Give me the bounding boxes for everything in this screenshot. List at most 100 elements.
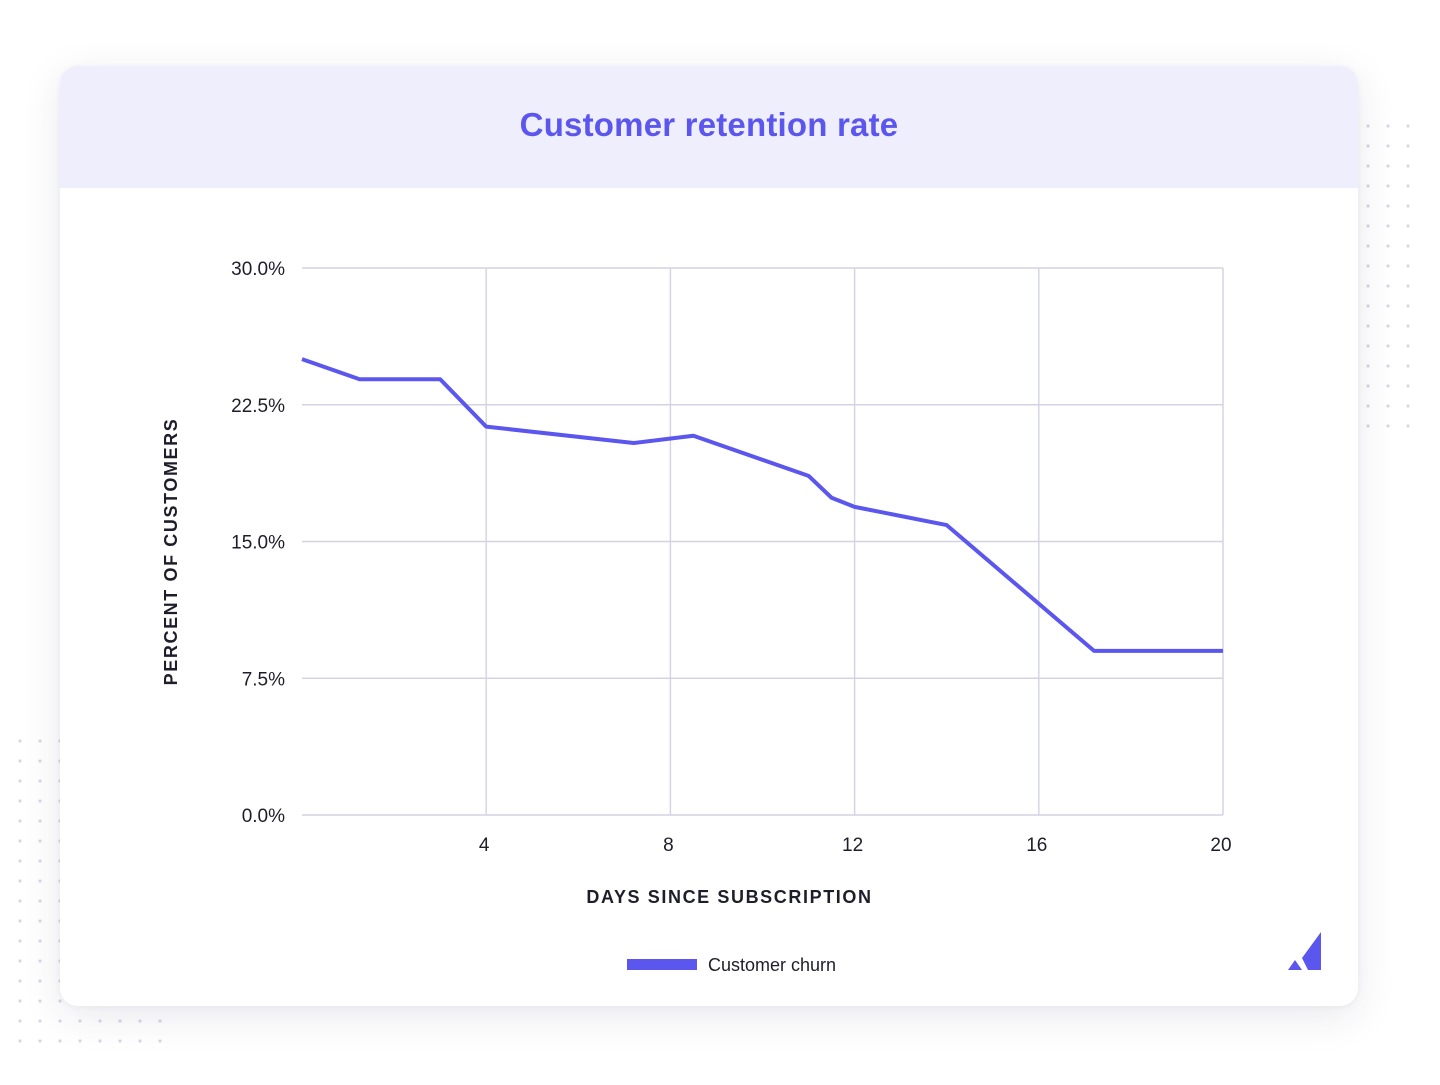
y-tick-label: 15.0% [231,533,285,554]
decorative-dot [18,799,22,803]
y-tick-label: 0.0% [242,806,285,827]
decorative-dot [38,739,42,743]
x-tick-label: 20 [1210,835,1231,856]
decorative-dot [58,1019,62,1023]
decorative-dot [1366,164,1370,168]
decorative-dot [1406,324,1410,328]
decorative-dot [1386,304,1390,308]
decorative-dot [1406,144,1410,148]
decorative-dot [98,1039,102,1043]
decorative-dots-right [1366,124,1410,428]
decorative-dot [158,1039,162,1043]
decorative-dot [18,739,22,743]
decorative-dot [1406,404,1410,408]
decorative-dot [1386,284,1390,288]
decorative-dot [1406,284,1410,288]
decorative-dot [1406,384,1410,388]
y-tick-label: 22.5% [231,396,285,417]
x-tick-label: 4 [479,835,490,856]
decorative-dot [1366,244,1370,248]
decorative-dot [38,839,42,843]
decorative-dot [1386,324,1390,328]
decorative-dot [38,899,42,903]
y-axis-ticks: 0.0% 7.5% 15.0% 22.5% 30.0% [231,259,285,827]
y-axis-title: PERCENT OF CUSTOMERS [161,418,181,686]
decorative-dot [1366,324,1370,328]
decorative-dot [18,899,22,903]
chart-legend: Customer churn [627,955,836,975]
decorative-dot [18,859,22,863]
decorative-dot [1406,204,1410,208]
decorative-dot [38,819,42,823]
decorative-dot [1386,384,1390,388]
x-tick-label: 12 [842,835,863,856]
decorative-dot [118,1039,122,1043]
decorative-dot [38,959,42,963]
decorative-dot [1386,184,1390,188]
legend-label: Customer churn [708,955,836,975]
decorative-dot [38,779,42,783]
x-axis-title: DAYS SINCE SUBSCRIPTION [586,887,872,907]
decorative-dot [1406,244,1410,248]
decorative-dot [1366,124,1370,128]
line-chart: 0.0% 7.5% 15.0% 22.5% 30.0% 4 8 12 16 20 PERCENT… [161,259,1232,975]
chart-card: Customer retention rate 0.0% 7.5% 15.0% 22.… [60,66,1358,1006]
decorative-dot [1366,404,1370,408]
decorative-dot [38,859,42,863]
decorative-dot [38,1039,42,1043]
decorative-dot [38,1019,42,1023]
decorative-dot [98,1019,102,1023]
decorative-dot [1366,204,1370,208]
y-tick-label: 7.5% [242,669,285,690]
decorative-dot [38,979,42,983]
decorative-dot [138,1019,142,1023]
decorative-dot [18,999,22,1003]
decorative-dot [1386,344,1390,348]
x-tick-label: 16 [1026,835,1047,856]
decorative-dot [1366,224,1370,228]
decorative-dot [18,939,22,943]
chart-title: Customer retention rate [519,106,899,143]
decorative-dot [1366,344,1370,348]
decorative-dot [138,1039,142,1043]
x-axis-ticks: 4 8 12 16 20 [479,835,1232,856]
decorative-dot [18,959,22,963]
decorative-dot [1366,184,1370,188]
decorative-dot [1386,364,1390,368]
decorative-dot [78,1039,82,1043]
decorative-dot [38,799,42,803]
decorative-dot [1366,424,1370,428]
decorative-dot [1366,304,1370,308]
x-tick-label: 8 [663,835,674,856]
brand-logo-icon [1288,932,1321,970]
decorative-dot [1406,264,1410,268]
decorative-dot [58,1039,62,1043]
legend-swatch [627,959,697,970]
decorative-dot [18,979,22,983]
chart-grid [302,267,1224,816]
decorative-dot [1366,264,1370,268]
decorative-dot [1366,364,1370,368]
chart-header: Customer retention rate [60,66,1358,188]
decorative-dot [38,879,42,883]
decorative-dot [18,1039,22,1043]
decorative-dot [18,759,22,763]
decorative-dot [18,1019,22,1023]
decorative-dot [1406,164,1410,168]
decorative-dot [1386,404,1390,408]
decorative-dot [1386,124,1390,128]
decorative-dot [1386,244,1390,248]
chart-series [301,357,1223,653]
decorative-dot [1406,124,1410,128]
decorative-dot [1366,284,1370,288]
decorative-dot [1386,164,1390,168]
series-line [301,357,1223,653]
decorative-dot [118,1019,122,1023]
decorative-dot [1386,224,1390,228]
decorative-dot [18,919,22,923]
decorative-dot [38,919,42,923]
decorative-dot [38,939,42,943]
decorative-dot [1406,344,1410,348]
decorative-dot [18,879,22,883]
decorative-dot [1406,304,1410,308]
